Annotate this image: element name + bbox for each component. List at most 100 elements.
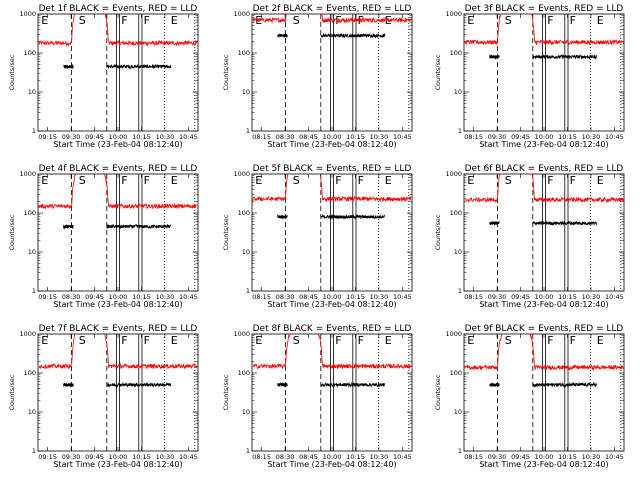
y-tick-label: 10 xyxy=(454,248,462,256)
y-axis-label: Counts/sec xyxy=(222,54,230,90)
segment-marker-letter: F xyxy=(121,174,127,187)
plot-frame xyxy=(251,173,413,292)
series-line-events xyxy=(489,53,598,60)
chart-panel-8: Det 8f BLACK = Events, RED = LLD 1 10 100 10… xyxy=(222,324,413,469)
x-tick-label: 08:15 xyxy=(464,133,483,141)
x-axis-label: Start Time (23-Feb-04 08:12:40) xyxy=(267,460,396,469)
segment-marker-letter: F xyxy=(335,14,341,27)
x-tick-label: 10:00 xyxy=(535,133,554,141)
segment-marker-letter: E xyxy=(41,174,48,187)
chart-panel-9: Det 9f BLACK = Events, RED = LLD 1 10 100 10… xyxy=(434,324,625,469)
x-tick-label: 10:30 xyxy=(156,133,175,141)
y-tick-label: 1 xyxy=(32,287,36,295)
x-tick-label: 10:00 xyxy=(535,453,554,461)
y-tick-label: 1000 xyxy=(445,330,462,338)
y-tick-label: 1000 xyxy=(19,170,36,178)
x-tick-label: 10:00 xyxy=(323,293,342,301)
x-tick-label: 10:15 xyxy=(558,293,577,301)
series-line-lld xyxy=(464,13,624,46)
y-axis-label: Counts/sec xyxy=(8,214,16,250)
segment-marker-letter: E xyxy=(255,334,262,347)
chart-title: Det 7f BLACK = Events, RED = LLD xyxy=(39,324,198,334)
x-axis-label: Start Time (23-Feb-04 08:12:40) xyxy=(267,300,396,309)
x-tick-label: 10:45 xyxy=(605,293,624,301)
plot-frame xyxy=(463,333,625,452)
segment-marker-letter: E xyxy=(597,334,604,347)
y-tick-label: 10 xyxy=(454,88,462,96)
y-tick-label: 10 xyxy=(28,248,36,256)
series-line-lld xyxy=(464,173,624,204)
x-tick-label: 08:30 xyxy=(276,453,295,461)
segment-marker-letter: E xyxy=(385,174,392,187)
segment-marker-letter: S xyxy=(293,14,300,27)
x-tick-label: 09:30 xyxy=(62,453,81,461)
x-tick-label: 10:30 xyxy=(370,453,389,461)
x-tick-label: 10:00 xyxy=(535,293,554,301)
x-tick-label: 08:30 xyxy=(62,293,81,301)
x-tick-label: 10:15 xyxy=(132,453,151,461)
segment-marker-letter: F xyxy=(335,174,341,187)
x-tick-label: 09:15 xyxy=(38,133,57,141)
y-tick-label: 100 xyxy=(24,209,36,217)
y-tick-label: 1 xyxy=(246,287,250,295)
chart-panel-5: Det 5f BLACK = Events, RED = LLD 1 10 100 10… xyxy=(222,164,413,309)
y-tick-label: 100 xyxy=(450,49,462,57)
y-tick-label: 1000 xyxy=(445,10,462,18)
segment-marker-letter: E xyxy=(255,174,262,187)
x-tick-label: 09:30 xyxy=(488,293,507,301)
segment-marker-letter: F xyxy=(144,14,150,27)
segment-marker-letter: F xyxy=(547,14,553,27)
x-tick-label: 08:15 xyxy=(252,133,271,141)
x-tick-label: 10:00 xyxy=(323,133,342,141)
y-tick-label: 10 xyxy=(242,248,250,256)
chart-panel-1: Det 1f BLACK = Events, RED = LLD 1 10 100 10… xyxy=(8,4,199,149)
series-line-events xyxy=(489,220,598,227)
x-tick-label: 08:15 xyxy=(464,453,483,461)
series-line-lld xyxy=(38,13,198,47)
x-tick-label: 10:15 xyxy=(558,133,577,141)
x-tick-label: 10:45 xyxy=(393,453,412,461)
y-tick-label: 10 xyxy=(28,88,36,96)
segment-marker-letter: F xyxy=(570,174,576,187)
series-line-events xyxy=(63,223,172,230)
segment-marker-letter: F xyxy=(335,334,341,347)
x-tick-label: 10:30 xyxy=(156,453,175,461)
chart-title: Det 4f BLACK = Events, RED = LLD xyxy=(39,164,198,174)
segment-marker-letter: E xyxy=(597,174,604,187)
y-axis-label: Counts/sec xyxy=(434,54,442,90)
x-tick-label: 09:45 xyxy=(85,293,104,301)
x-tick-label: 09:45 xyxy=(511,453,530,461)
x-tick-label: 10:00 xyxy=(109,293,128,301)
x-tick-label: 10:15 xyxy=(346,133,365,141)
series-line-lld xyxy=(38,333,198,370)
segment-marker-letter: F xyxy=(144,174,150,187)
segment-marker-letter: S xyxy=(505,174,512,187)
y-tick-label: 100 xyxy=(24,369,36,377)
x-tick-label: 08:45 xyxy=(299,133,318,141)
y-tick-label: 1 xyxy=(246,447,250,455)
x-tick-label: 09:15 xyxy=(38,293,57,301)
y-tick-label: 100 xyxy=(24,49,36,57)
plot-frame xyxy=(251,333,413,452)
x-tick-label: 09:30 xyxy=(488,133,507,141)
series-line-events xyxy=(277,381,385,388)
x-axis-label: Start Time (23-Feb-04 08:12:40) xyxy=(479,300,608,309)
y-tick-label: 1 xyxy=(458,127,462,135)
plot-frame xyxy=(37,13,199,132)
x-tick-label: 09:15 xyxy=(38,453,57,461)
series-line-events xyxy=(63,381,172,388)
chart-title: Det 5f BLACK = Events, RED = LLD xyxy=(253,164,412,174)
x-axis-label: Start Time (23-Feb-04 08:12:40) xyxy=(267,140,396,149)
segment-marker-letter: E xyxy=(171,14,178,27)
segment-marker-letter: S xyxy=(79,334,86,347)
segment-marker-letter: E xyxy=(41,14,48,27)
segment-marker-letter: S xyxy=(79,14,86,27)
y-tick-label: 10 xyxy=(242,88,250,96)
series-line-lld xyxy=(252,13,412,24)
x-tick-label: 10:30 xyxy=(582,133,601,141)
x-tick-label: 10:15 xyxy=(346,453,365,461)
segment-marker-letter: F xyxy=(570,334,576,347)
x-tick-label: 10:30 xyxy=(370,133,389,141)
x-axis-label: Start Time (23-Feb-04 08:12:40) xyxy=(53,140,182,149)
plot-frame xyxy=(37,333,199,452)
